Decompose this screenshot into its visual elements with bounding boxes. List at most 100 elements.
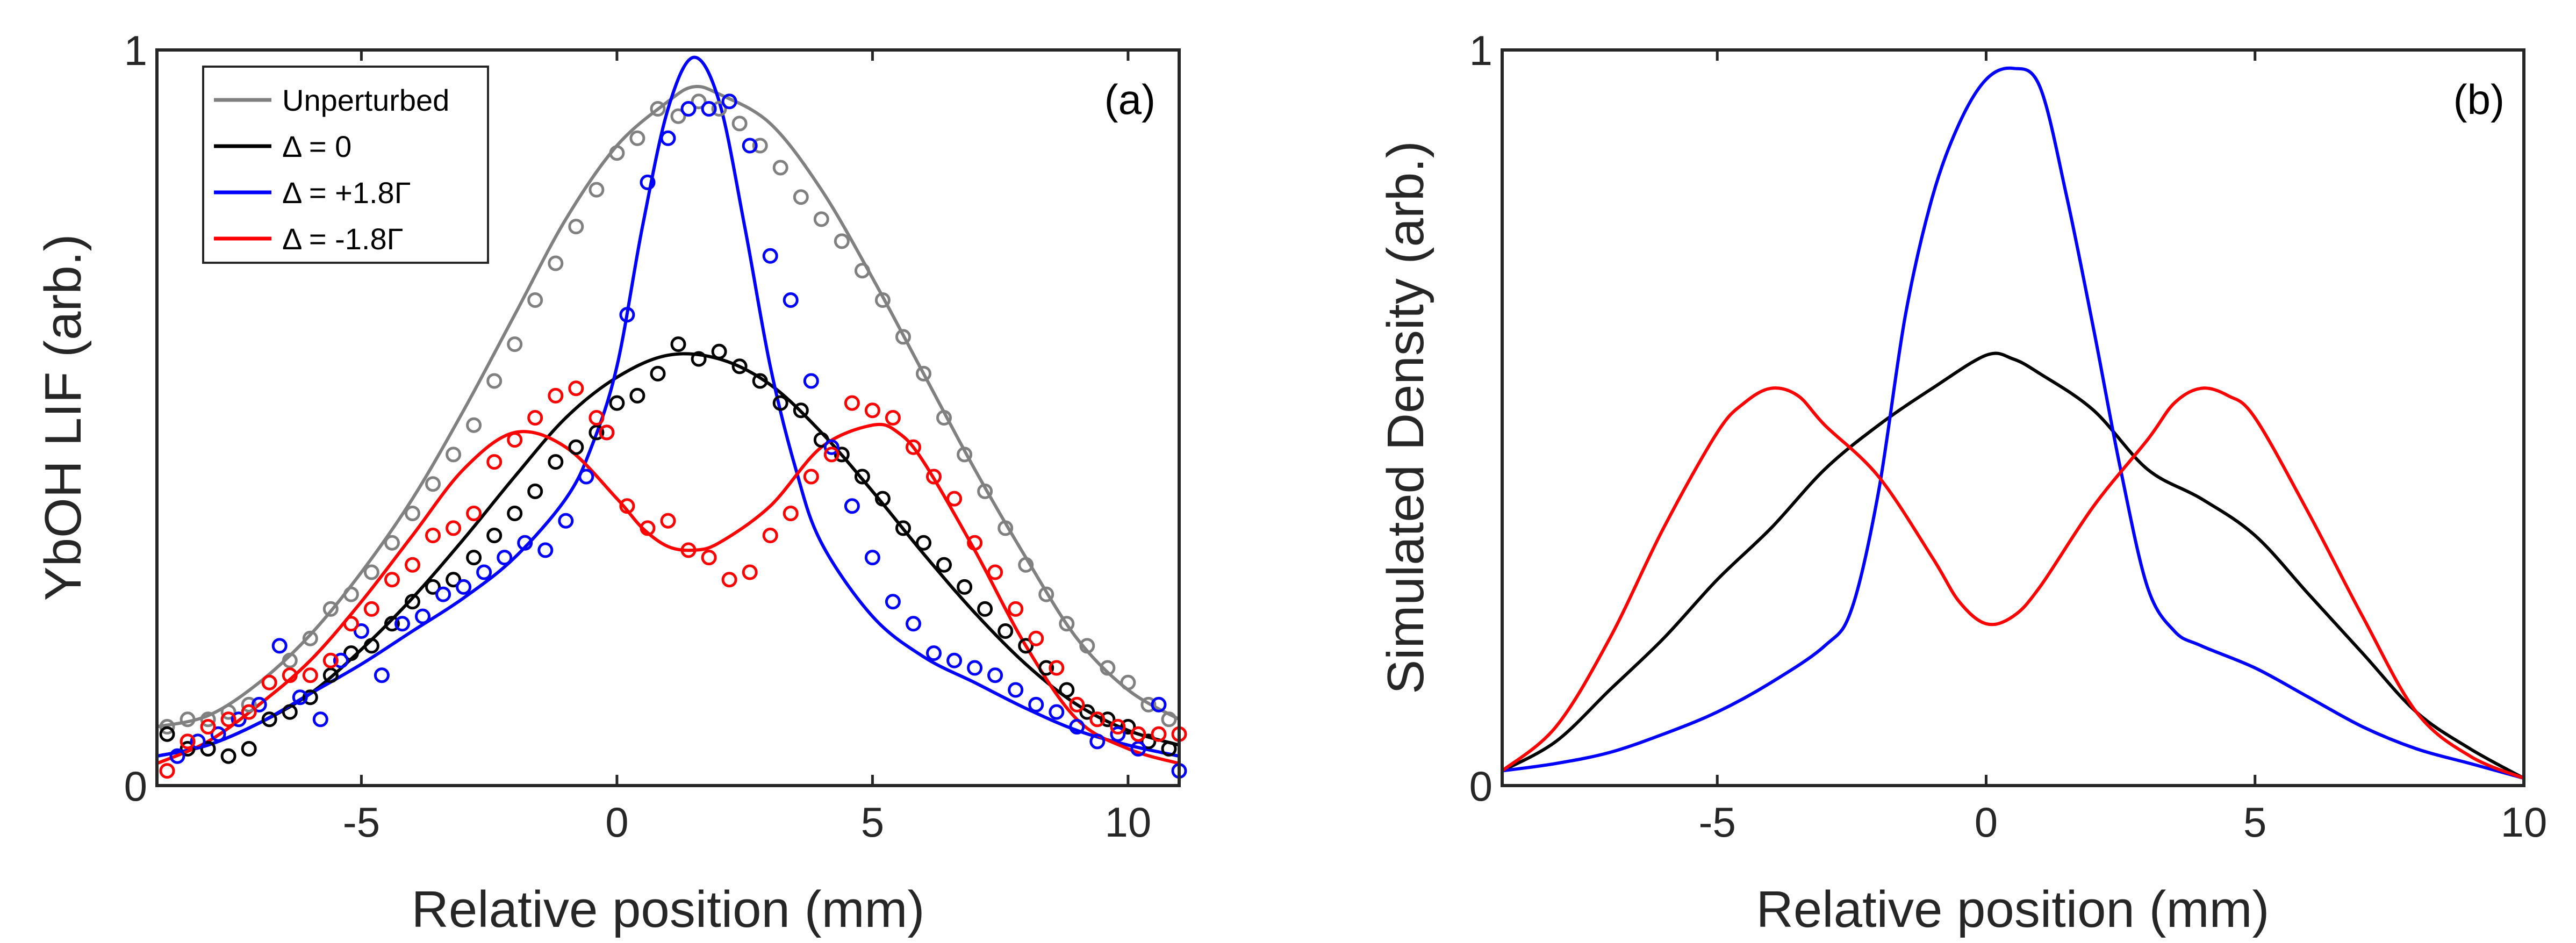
- data-point-delta-1-8: [844, 395, 860, 411]
- data-point-delta-0: [1018, 638, 1034, 654]
- data-point-delta-1-8: [200, 719, 216, 735]
- data-point-unperturbed: [507, 336, 523, 352]
- data-point-delta-0: [1079, 704, 1095, 720]
- data-point-delta-1-8: [721, 93, 737, 110]
- data-point-delta-0: [425, 579, 441, 595]
- data-point-delta-1-8: [701, 101, 717, 117]
- panel-b: -5 0 5 10 0 1 Simulated Density (arb.) Relati…: [1377, 27, 2547, 938]
- data-point-unperturbed: [998, 520, 1014, 536]
- data-point-delta-1-8: [1049, 660, 1065, 676]
- data-point-unperturbed: [711, 101, 727, 117]
- data-point-unperturbed: [793, 189, 809, 205]
- panel-b-y-axis-label: Simulated Density (arb.): [1377, 141, 1434, 694]
- data-point-delta-0: [895, 520, 911, 536]
- data-point-unperturbed: [916, 365, 931, 381]
- panel-a-x-tick-label: -5: [343, 798, 380, 846]
- data-point-delta-1-8: [823, 447, 839, 463]
- data-point-delta-1-8: [823, 439, 839, 455]
- data-point-delta-1-8: [220, 711, 236, 728]
- density-line-delta-1-8: [1502, 66, 2524, 780]
- panel-a-x-tick-label: 0: [605, 798, 628, 846]
- data-point-delta-0: [322, 667, 339, 683]
- data-point-delta-1-8: [384, 572, 400, 588]
- data-point-delta-1-8: [906, 439, 921, 455]
- data-point-delta-1-8: [783, 292, 799, 308]
- data-point-delta-1-8: [967, 660, 983, 676]
- data-point-delta-1-8: [251, 696, 267, 712]
- legend: Unperturbed Δ = 0 Δ = +1.8Γ Δ = -1.8Γ: [202, 66, 489, 264]
- data-point-delta-1-8: [1028, 696, 1044, 712]
- data-point-delta-0: [936, 557, 952, 573]
- data-point-delta-0: [568, 439, 584, 455]
- data-point-delta-1-8: [599, 424, 615, 441]
- panel-a: -5 0 5 10 0 1 YbOH LIF (arb.) Relative positi…: [34, 27, 1187, 938]
- data-point-unperturbed: [527, 292, 543, 308]
- data-point-unperturbed: [650, 101, 666, 117]
- data-point-delta-1-8: [680, 542, 697, 558]
- data-point-delta-0: [527, 483, 543, 499]
- data-point-delta-1-8: [803, 373, 819, 389]
- panel-a-x-axis-label: Relative position (mm): [412, 881, 925, 938]
- panel-b-tag: (b): [2453, 76, 2505, 123]
- data-point-unperturbed: [1100, 660, 1116, 676]
- data-point-unperturbed: [1079, 638, 1095, 654]
- data-point-delta-0: [670, 336, 686, 352]
- data-point-delta-0: [813, 432, 829, 448]
- data-point-unperturbed: [568, 219, 584, 235]
- data-point-delta-1-8: [425, 528, 441, 543]
- panel-b-plot-area: [1502, 50, 2524, 786]
- data-point-delta-0: [548, 454, 564, 470]
- data-point-delta-0: [507, 506, 523, 521]
- data-point-unperturbed: [874, 292, 891, 308]
- data-point-unperturbed: [1059, 616, 1075, 632]
- data-point-delta-1-8: [762, 248, 778, 264]
- data-point-delta-1-8: [967, 535, 983, 551]
- data-point-delta-1-8: [405, 557, 420, 573]
- data-point-delta-1-8: [497, 550, 513, 566]
- data-point-delta-1-8: [721, 572, 737, 588]
- data-point-unperturbed: [813, 211, 829, 227]
- data-point-delta-0: [650, 365, 666, 381]
- data-point-delta-1-8: [159, 763, 175, 779]
- data-point-unperturbed: [486, 373, 503, 389]
- data-point-delta-1-8: [210, 726, 226, 742]
- data-point-delta-1-8: [589, 410, 605, 426]
- data-point-unperturbed: [282, 652, 298, 668]
- data-point-delta-0: [609, 395, 625, 411]
- data-point-delta-1-8: [231, 711, 247, 728]
- data-point-delta-1-8: [1151, 726, 1167, 742]
- panel-b-x-axis-label: Relative position (mm): [1756, 881, 2270, 938]
- data-point-delta-1-8: [312, 711, 328, 728]
- data-point-unperturbed: [1161, 711, 1177, 728]
- data-point-unperturbed: [322, 601, 339, 617]
- data-point-delta-1-8: [783, 506, 799, 521]
- data-point-delta-1-8: [190, 733, 206, 750]
- data-point-delta-1-8: [466, 506, 482, 521]
- panel-a-y-tick-label: 0: [124, 762, 147, 810]
- panel-a-x-tick-label: 10: [1105, 798, 1152, 846]
- data-point-delta-1-8: [568, 380, 584, 397]
- fit-line-delta-1-8: [156, 55, 1180, 758]
- data-point-delta-1-8: [640, 174, 656, 190]
- data-point-delta-0: [998, 623, 1014, 639]
- data-point-delta-1-8: [1049, 704, 1065, 720]
- panel-b-axes-frame: [1501, 48, 2525, 787]
- data-point-unperturbed: [466, 417, 482, 433]
- data-point-unperturbed: [957, 447, 973, 463]
- data-point-delta-1-8: [1028, 630, 1044, 646]
- data-point-delta-1-8: [987, 564, 1003, 580]
- fit-line-unperturbed: [156, 84, 1180, 729]
- data-point-delta-1-8: [660, 513, 676, 529]
- data-point-delta-1-8: [1069, 719, 1085, 735]
- data-point-delta-0: [405, 594, 420, 610]
- panel-a-tag: (a): [1104, 76, 1156, 123]
- data-point-delta-1-8: [660, 130, 676, 146]
- data-point-delta-1-8: [1069, 696, 1085, 712]
- data-point-delta-0: [1161, 741, 1177, 757]
- data-point-delta-0: [691, 351, 707, 367]
- data-point-delta-1-8: [1151, 696, 1167, 712]
- data-point-delta-1-8: [261, 674, 277, 690]
- data-point-unperturbed: [772, 160, 788, 176]
- data-point-unperturbed: [1140, 696, 1157, 712]
